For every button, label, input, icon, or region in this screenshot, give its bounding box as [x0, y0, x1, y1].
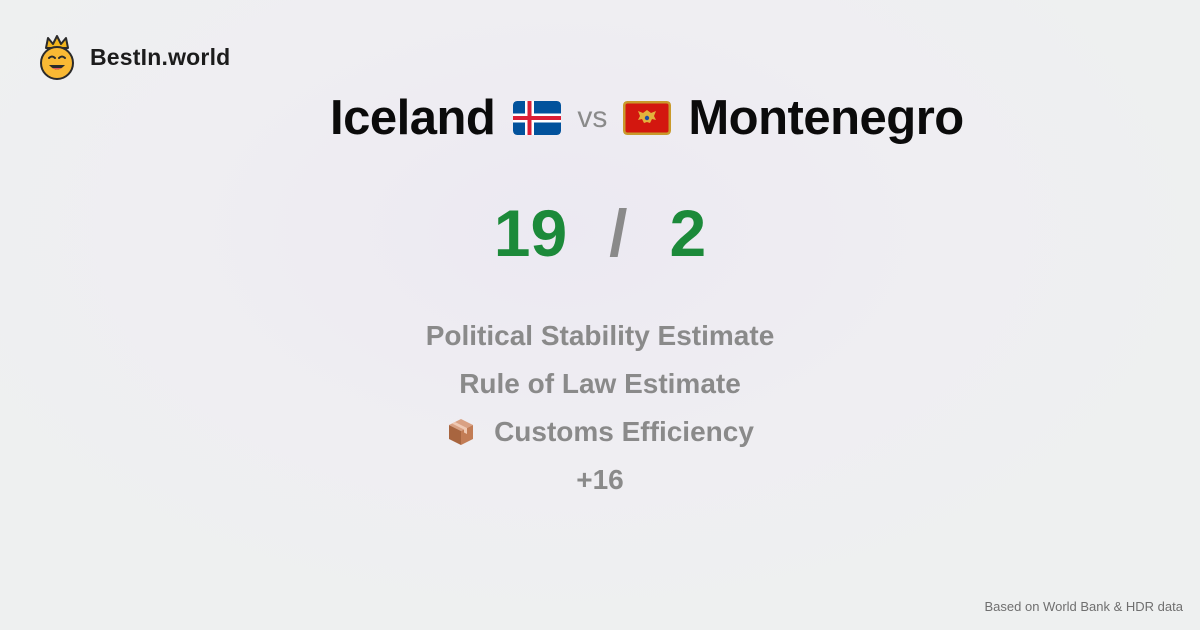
metric-label: Customs Efficiency [494, 416, 754, 447]
metric-more-count: +16 [576, 464, 624, 495]
vs-separator: vs [577, 101, 608, 134]
metric-label: Political Stability Estimate [425, 320, 775, 351]
left-country-name: Iceland [330, 91, 496, 145]
package-icon [449, 419, 474, 445]
source-note: Based on World Bank & HDR data [984, 599, 1183, 614]
metric-item: Customs Efficiency [0, 408, 1200, 456]
iceland-flag-icon [513, 101, 562, 135]
crowned-smiley-icon [40, 35, 74, 80]
metric-item: Rule of Law Estimate [0, 360, 1200, 408]
metric-item: Political Stability Estimate [0, 312, 1200, 360]
montenegro-flag-icon [623, 101, 672, 135]
metric-label: Rule of Law Estimate [459, 368, 741, 399]
brand-name: BestIn.world [90, 43, 231, 70]
metrics-list: Political Stability Estimate Rule of Law… [0, 312, 1200, 504]
right-score: 2 [669, 196, 707, 270]
score-row: 19 / 2 [0, 193, 1200, 273]
left-score: 19 [493, 196, 568, 270]
score-separator: / [609, 196, 628, 270]
brand[interactable]: BestIn.world [38, 34, 230, 80]
right-country-name: Montenegro [688, 91, 964, 145]
metric-item: +16 [0, 456, 1200, 504]
comparison-title: Iceland vs Montenegro [330, 88, 964, 148]
